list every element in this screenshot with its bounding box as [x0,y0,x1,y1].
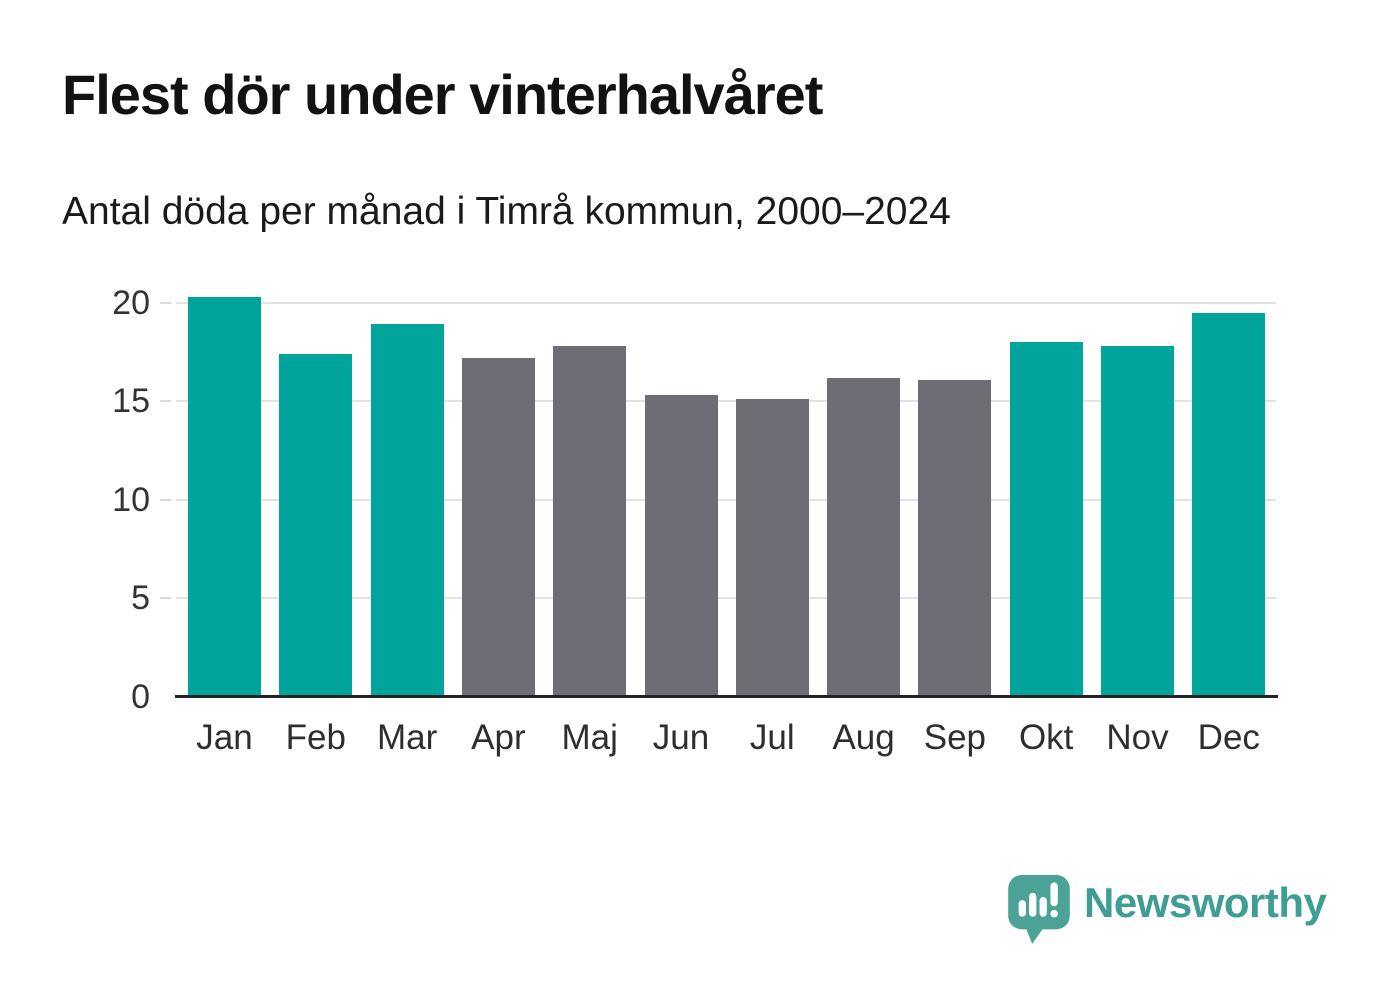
x-label-mar: Mar [376,718,438,757]
bar-feb [279,353,353,697]
bar-jun [644,395,718,697]
x-label-jan: Jan [196,718,253,757]
y-tick-label-10: 10 [112,480,150,519]
y-tick-mark-10 [160,498,171,501]
chart-subtitle: Antal döda per månad i Timrå kommun, 200… [62,190,951,233]
brand-name: Newsworthy [1084,879,1327,926]
plot-area [175,283,1278,698]
y-tick-mark-20 [160,301,171,304]
x-label-dec: Dec [1197,718,1260,757]
y-axis: 0 5 10 15 20 [40,0,150,999]
bar-apr [461,357,535,697]
y-tick-label-15: 15 [112,382,150,421]
y-tick-label-0: 0 [131,678,150,716]
gridline-20 [176,301,1276,304]
bar-jan [188,296,261,697]
x-label-jun: Jun [652,718,710,757]
bar-okt [1009,342,1083,697]
x-label-okt: Okt [1018,718,1074,757]
x-label-apr: Apr [471,718,526,757]
bar-aug [827,377,901,697]
y-tick-label-20: 20 [112,283,150,322]
y-tick-mark-15 [160,400,171,403]
bar-mar [370,324,444,697]
y-tick-mark-5 [160,597,171,600]
bar-maj [553,346,627,697]
footer-brand: Newsworthy [1008,875,1327,945]
x-label-nov: Nov [1106,718,1169,757]
x-label-feb: Feb [285,718,346,757]
x-label-aug: Aug [832,718,895,757]
x-axis-line [175,695,1278,698]
bar-jul [735,399,809,697]
newsworthy-logo-icon [1008,875,1070,944]
x-label-jul: Jul [749,718,795,757]
gridline-15 [176,400,1276,403]
gridline-5 [176,597,1276,600]
x-axis: Jan Feb Mar Apr Maj Jun Jul Aug Sep Okt Nov Dec [176,718,1276,768]
bar-sep [918,379,992,697]
x-label-sep: Sep [923,718,987,757]
x-label-maj: Maj [561,718,618,757]
bar-dec [1192,312,1266,697]
y-tick-label-5: 5 [131,579,150,618]
bar-nov [1101,346,1174,697]
gridline-10 [176,498,1276,501]
chart-title: Flest dör under vinterhalvåret [62,63,823,126]
